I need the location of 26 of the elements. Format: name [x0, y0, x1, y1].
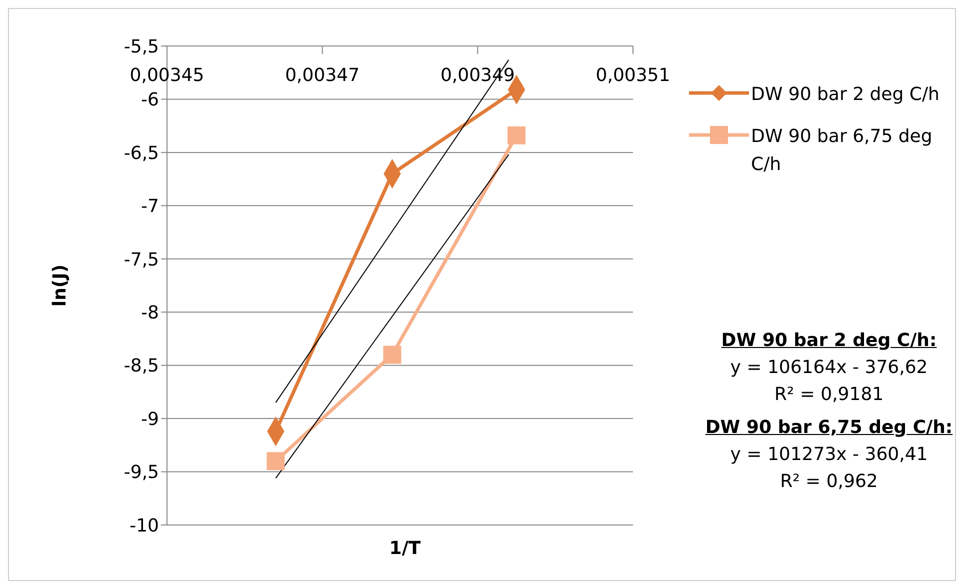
y-axis-title: ln(J) [49, 264, 70, 307]
legend-label: DW 90 bar 2 deg C/h [751, 83, 940, 107]
point [383, 346, 402, 364]
text: DW 90 bar 2 deg C/h: [720, 329, 938, 353]
y-tick-label: -7,5 [124, 249, 159, 270]
y-tick-label: -7 [141, 196, 159, 218]
y-tick-label: -8 [141, 302, 159, 324]
legend-label: DW 90 bar 6,75 deg C/h [751, 125, 934, 177]
text: DW 90 bar 6,75 deg C/h: [704, 416, 954, 440]
text: y = 106164x - 376,62 [729, 356, 929, 380]
y-tick-label: -6 [141, 90, 159, 111]
x-tick-label: 0,00345 [130, 64, 204, 86]
y-tick-label: -10 [130, 515, 159, 536]
x-axis-title: 1/T [389, 538, 422, 559]
text: R² = 0,962 [779, 470, 879, 494]
x-tick-label: 0,00347 [285, 64, 360, 86]
y-tick-label: -8,5 [124, 356, 159, 377]
text: R² = 0,9181 [773, 383, 885, 407]
y-tick-label: -9,5 [124, 462, 159, 484]
point [508, 126, 526, 144]
y-tick-label: -9 [141, 408, 159, 430]
text: y = 101273x - 360,41 [729, 443, 929, 467]
y-tick-label: -5,5 [124, 36, 159, 58]
x-tick-label: 0,00351 [596, 64, 670, 86]
y-tick-label: -6,5 [124, 142, 159, 164]
point [266, 452, 285, 470]
